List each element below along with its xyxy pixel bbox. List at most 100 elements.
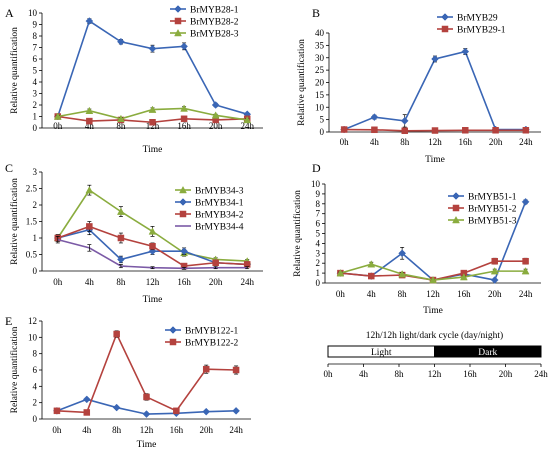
y-tick-label: 0.5 bbox=[26, 250, 38, 260]
series-BrMYB122-2: BrMYB122-2 bbox=[53, 330, 240, 416]
x-tick-label: 24h bbox=[519, 289, 533, 299]
panel-letter: B bbox=[312, 6, 320, 20]
y-tick-label: 40 bbox=[315, 28, 325, 38]
legend-marker bbox=[174, 17, 182, 25]
panel-letter: A bbox=[5, 6, 14, 20]
cycle-tick-label: 24h bbox=[534, 369, 548, 379]
y-tick-label: 9 bbox=[316, 189, 321, 199]
y-tick-label: 8 bbox=[316, 199, 321, 209]
y-tick-label: 2 bbox=[33, 398, 38, 408]
data-point bbox=[522, 257, 529, 265]
y-tick-label: 9 bbox=[33, 20, 38, 30]
series-BrMYB28-3: BrMYB28-3 bbox=[53, 28, 252, 124]
y-axis-title: Relative quantification bbox=[9, 326, 20, 413]
legend-label: BrMYB34-3 bbox=[195, 187, 244, 197]
legend-label: BrMYB28-3 bbox=[190, 30, 239, 40]
y-tick-label: 5 bbox=[320, 115, 325, 125]
data-point bbox=[367, 260, 376, 268]
data-point bbox=[117, 207, 125, 215]
data-point bbox=[143, 393, 150, 401]
y-tick-label: 4 bbox=[33, 77, 38, 87]
y-tick-label: 35 bbox=[315, 40, 325, 50]
data-point bbox=[148, 44, 157, 53]
y-tick-label: 2 bbox=[33, 200, 38, 210]
x-tick-label: 0h bbox=[53, 277, 63, 287]
legend-label: BrMYB34-2 bbox=[195, 211, 244, 221]
data-point bbox=[149, 119, 156, 126]
series-BrMYB34-4: BrMYB34-4 bbox=[55, 223, 250, 270]
x-tick-label: 24h bbox=[240, 121, 254, 131]
data-point bbox=[431, 55, 439, 63]
data-point bbox=[117, 255, 125, 264]
panel-letter: D bbox=[312, 161, 321, 175]
cycle-tick-label: 8h bbox=[395, 369, 405, 379]
legend-marker bbox=[169, 326, 177, 334]
data-point bbox=[462, 127, 469, 134]
data-point bbox=[85, 106, 94, 114]
data-point bbox=[202, 365, 210, 373]
legend-marker bbox=[452, 192, 460, 200]
data-point bbox=[180, 115, 188, 123]
series-BrMYB28-2: BrMYB28-2 bbox=[54, 17, 251, 126]
data-point bbox=[117, 37, 125, 46]
legend-label: BrMYB51-2 bbox=[468, 205, 517, 215]
data-point bbox=[243, 115, 252, 124]
y-tick-label: 2 bbox=[316, 258, 321, 268]
legend-label: BrMYB29 bbox=[457, 14, 498, 24]
data-point bbox=[429, 276, 437, 284]
data-point bbox=[340, 126, 348, 133]
x-tick-label: 12h bbox=[146, 121, 160, 131]
legend-marker bbox=[452, 204, 460, 212]
data-point bbox=[400, 117, 409, 125]
panel-e: E 0 2 4 6 8 10 12 0h 4h 8h 12h 16h 20h 24h Time Relative… bbox=[5, 314, 251, 450]
series-BrMYB34-2: BrMYB34-2 bbox=[54, 211, 251, 270]
data-point bbox=[82, 395, 91, 404]
x-tick-label: 16h bbox=[177, 277, 191, 287]
cycle-tick-label: 0h bbox=[324, 369, 334, 379]
y-tick-label: 3 bbox=[33, 167, 38, 177]
data-point bbox=[53, 112, 62, 120]
y-tick-label: 8 bbox=[33, 349, 38, 359]
data-point bbox=[492, 127, 499, 134]
x-tick-label: 20h bbox=[209, 277, 223, 287]
data-point bbox=[180, 104, 188, 112]
y-tick-label: 25 bbox=[315, 65, 325, 75]
legend-label: BrMYB28-1 bbox=[190, 6, 239, 16]
dark-bar bbox=[434, 345, 542, 358]
legend-marker bbox=[174, 5, 182, 13]
y-tick-label: 0 bbox=[33, 266, 38, 276]
x-tick-label: 0h bbox=[336, 289, 346, 299]
x-tick-label: 16h bbox=[459, 137, 473, 147]
y-axis-title: Relative quantification bbox=[9, 27, 20, 114]
legend-label: BrMYB29-1 bbox=[457, 26, 506, 36]
legend-marker bbox=[179, 198, 187, 206]
x-tick-label: 0h bbox=[53, 121, 63, 131]
panel-c: C 0 0.5 1 1.5 2 2.5 3 0h 4h 8h 12h 16h 20h 24h Time Rela… bbox=[5, 161, 263, 305]
light-label: Light bbox=[371, 348, 392, 358]
data-point bbox=[85, 17, 94, 25]
data-point bbox=[85, 186, 94, 194]
legend-marker bbox=[179, 185, 187, 194]
data-point bbox=[490, 276, 499, 284]
x-tick-label: 20h bbox=[199, 425, 213, 435]
x-tick-label: 4h bbox=[85, 121, 95, 131]
y-tick-label: 6 bbox=[33, 54, 38, 64]
y-tick-label: 0 bbox=[33, 414, 38, 424]
x-tick-label: 4h bbox=[370, 137, 380, 147]
y-tick-label: 10 bbox=[311, 179, 321, 189]
cycle-tick-label: 4h bbox=[359, 369, 369, 379]
panel-letter: C bbox=[5, 161, 13, 175]
series-BrMYB122-1: BrMYB122-1 bbox=[53, 326, 240, 418]
light-dark-cycle-diagram: 12h/12h light/dark cycle (day/night) Ligh… bbox=[324, 330, 549, 379]
data-point bbox=[521, 197, 530, 206]
data-point bbox=[232, 406, 240, 415]
data-point bbox=[53, 407, 61, 415]
x-tick-label: 0h bbox=[52, 425, 62, 435]
x-axis-title: Time bbox=[143, 145, 163, 155]
y-tick-label: 5 bbox=[33, 66, 38, 76]
x-tick-label: 12h bbox=[426, 289, 440, 299]
data-point bbox=[459, 273, 468, 281]
y-tick-label: 3 bbox=[316, 248, 321, 258]
data-point bbox=[112, 403, 121, 412]
